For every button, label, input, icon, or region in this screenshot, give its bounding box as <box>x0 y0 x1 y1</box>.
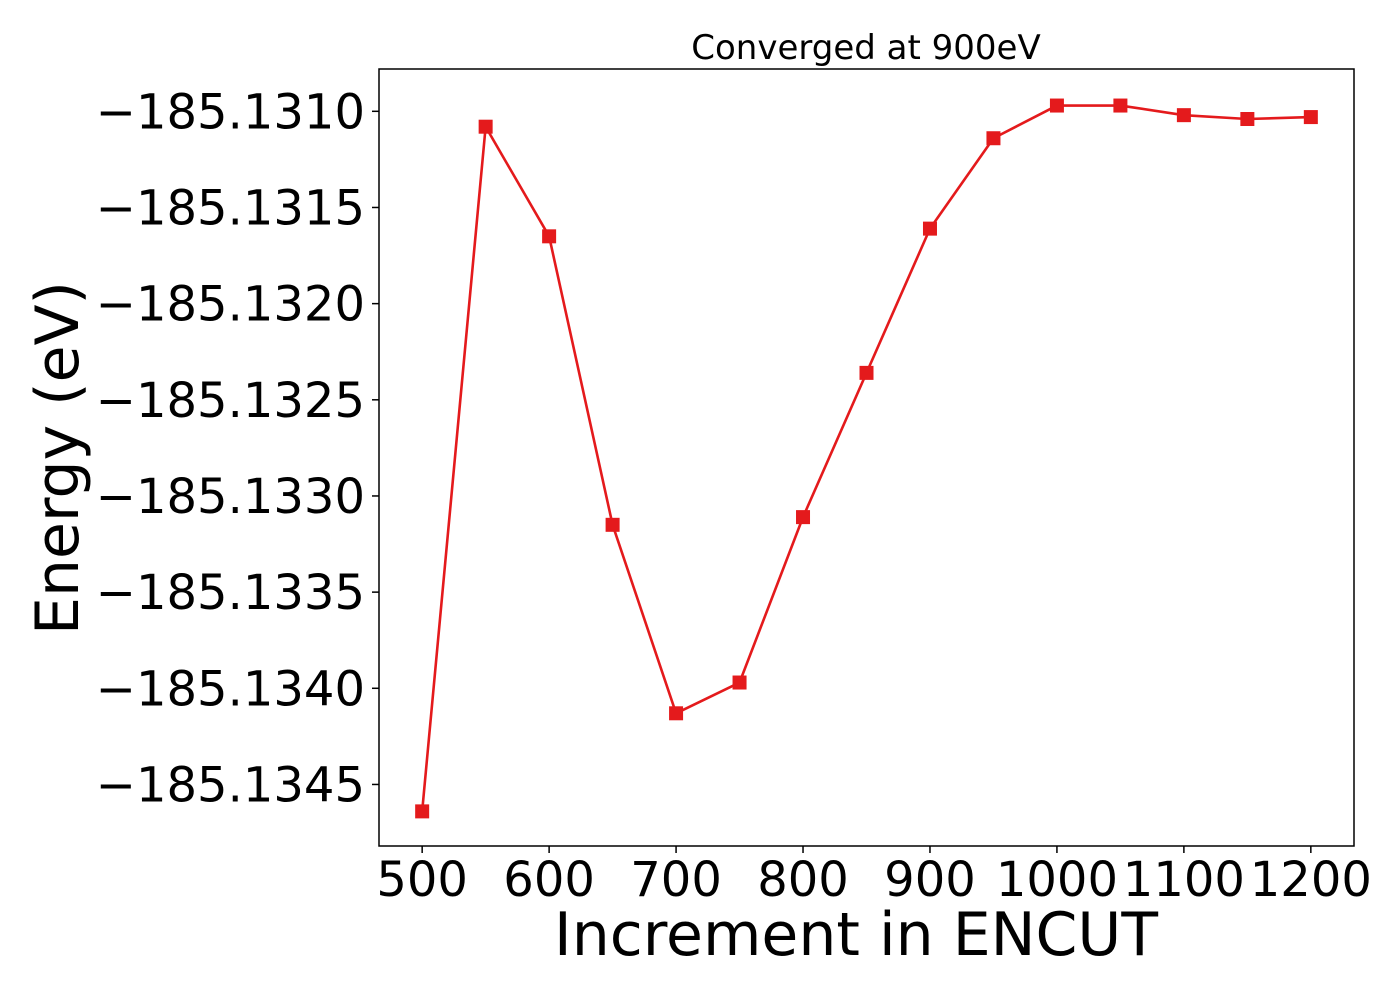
x-tick-label: 1000 <box>996 852 1118 908</box>
data-point-marker <box>605 517 620 532</box>
x-tick-label: 500 <box>376 852 468 908</box>
y-tick-label: −185.1330 <box>96 469 365 525</box>
x-tick-label: 600 <box>503 852 595 908</box>
y-tick-label: −185.1310 <box>96 84 365 140</box>
x-axis-label: Increment in ENCUT <box>554 900 1158 970</box>
chart-title: Converged at 900eV <box>691 28 1040 68</box>
data-point-marker <box>1113 98 1128 113</box>
y-axis-label: Energy (eV) <box>23 281 93 635</box>
data-point-marker <box>922 221 937 236</box>
energy-series <box>415 98 1318 819</box>
y-axis-ticks: −185.1310 −185.1315 −185.1320 −185.1325 −185… <box>96 84 379 813</box>
x-tick-label: 900 <box>884 852 976 908</box>
y-tick-label: −185.1325 <box>96 373 365 429</box>
data-point-marker <box>1303 110 1318 125</box>
data-point-marker <box>859 365 874 380</box>
x-tick-label: 1100 <box>1123 852 1245 908</box>
plot-area-frame <box>378 68 1355 847</box>
data-point-marker <box>478 119 493 134</box>
y-tick-label: −185.1315 <box>96 180 365 236</box>
y-tick-label: −185.1335 <box>96 565 365 621</box>
data-point-marker <box>542 229 557 244</box>
y-tick-label: −185.1340 <box>96 661 365 717</box>
y-tick-label: −185.1320 <box>96 277 365 333</box>
data-point-marker <box>1176 108 1191 123</box>
x-axis-ticks: 500 600 700 800 900 1000 1100 1200 <box>376 846 1372 908</box>
data-point-marker <box>415 804 430 819</box>
y-tick-label: −185.1345 <box>96 757 365 813</box>
data-point-marker <box>986 131 1001 146</box>
data-point-marker <box>1049 98 1064 113</box>
data-point-marker <box>1240 112 1255 127</box>
series-line <box>420 104 1311 812</box>
x-tick-label: 800 <box>757 852 849 908</box>
data-point-marker <box>796 510 811 525</box>
x-tick-label: 700 <box>630 852 722 908</box>
data-point-marker <box>669 706 684 721</box>
data-point-marker <box>732 675 747 690</box>
x-tick-label: 1200 <box>1250 852 1372 908</box>
